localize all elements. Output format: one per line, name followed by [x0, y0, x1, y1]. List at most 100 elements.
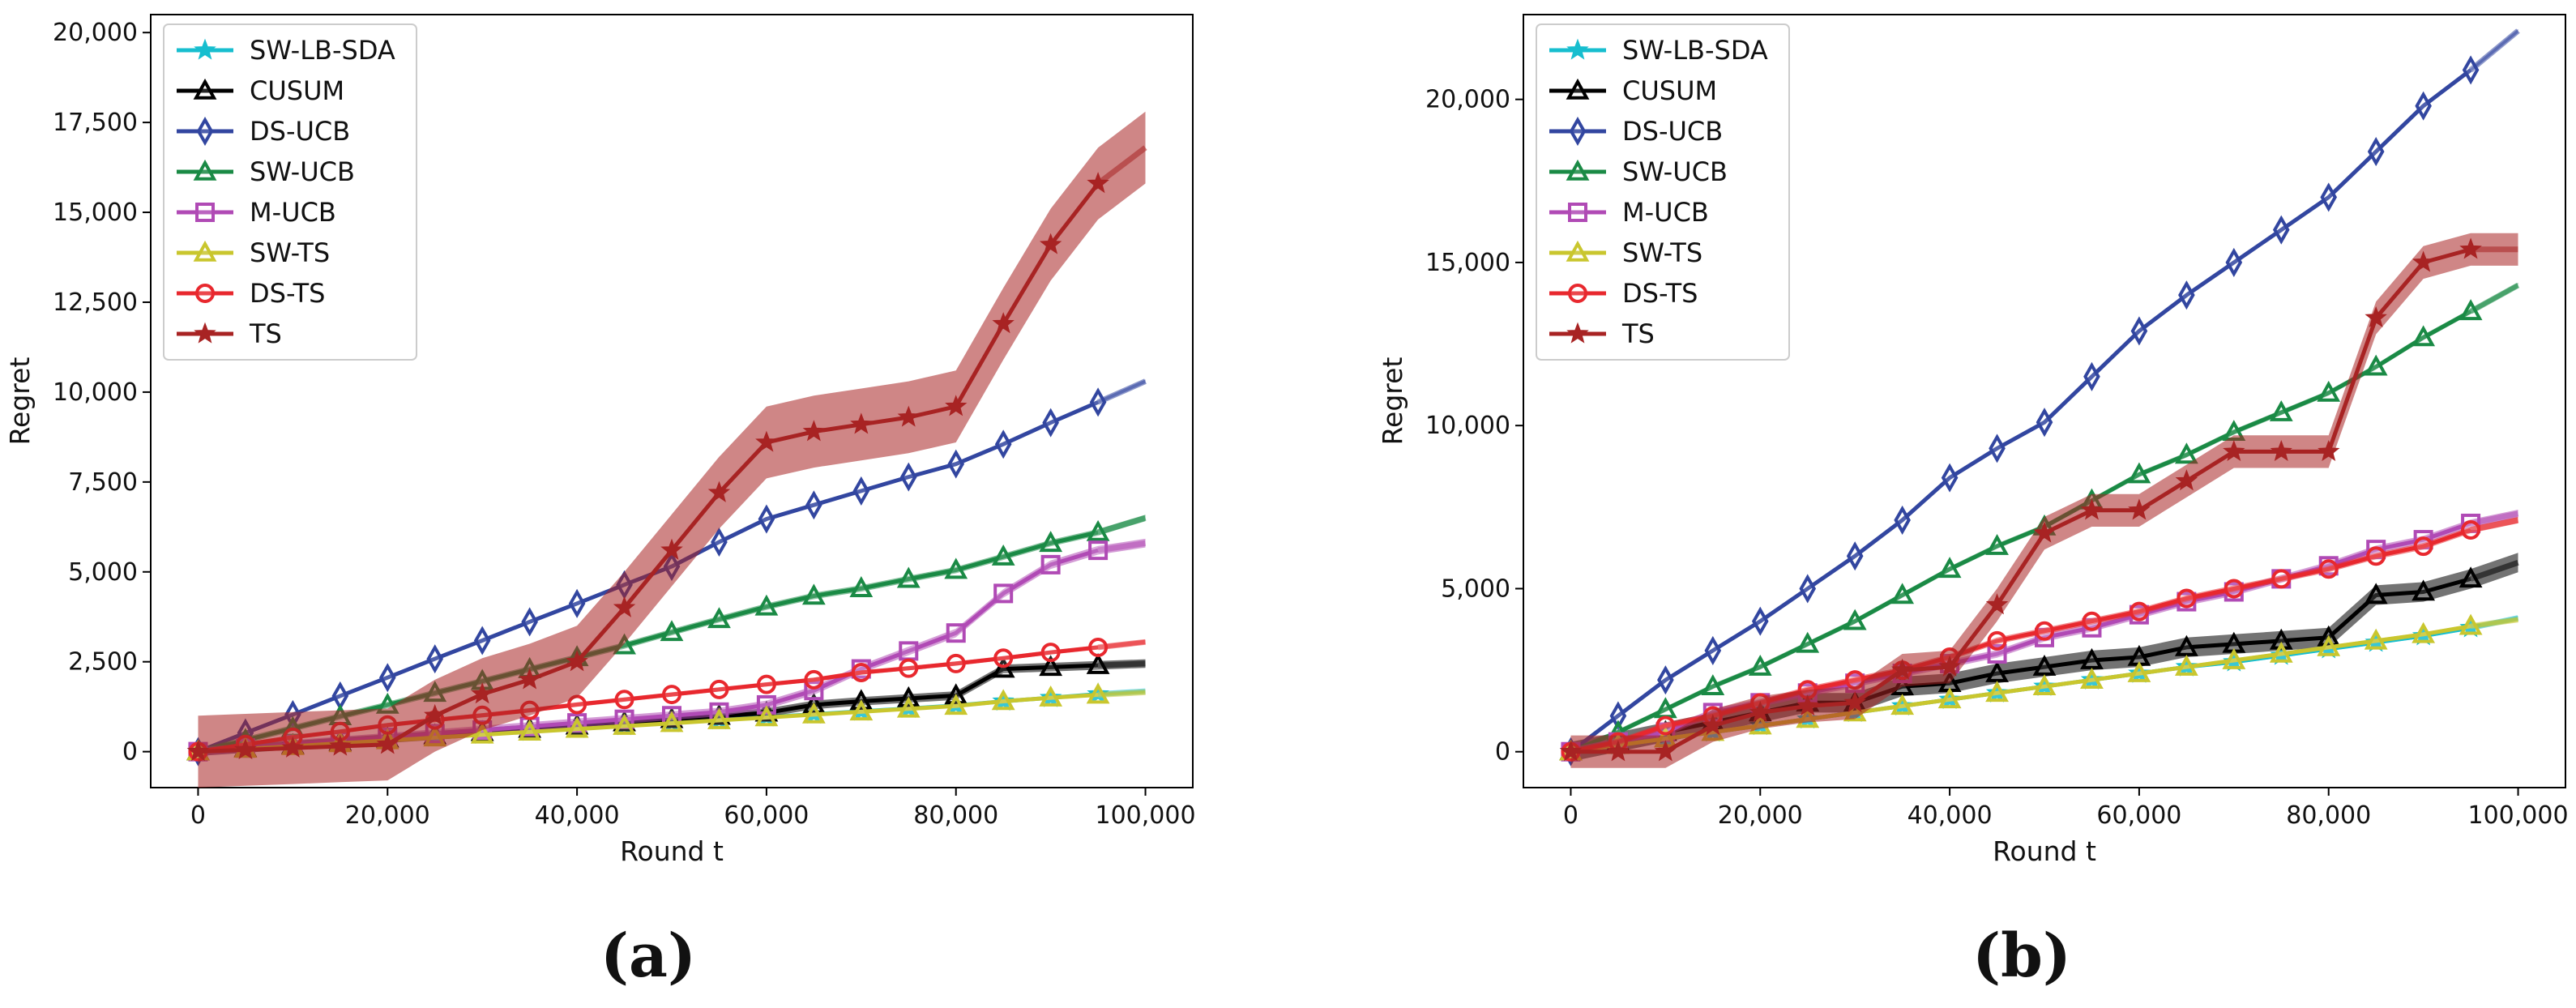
data-point — [946, 623, 966, 643]
plot-area — [1559, 28, 2520, 768]
legend-label: SW-LB-SDA — [250, 35, 395, 66]
data-point — [234, 737, 257, 760]
legend-item: DS-TS — [1549, 278, 1698, 309]
y-axis-label: Regret — [4, 357, 36, 446]
data-point — [2223, 439, 2245, 462]
legend-item: M-UCB — [1549, 197, 1709, 228]
data-point — [707, 607, 731, 629]
legend-label: DS-UCB — [1622, 116, 1723, 147]
x-axis-label: Round t — [1993, 835, 2096, 867]
data-point — [426, 644, 444, 674]
data-point — [2174, 442, 2198, 464]
series-tail — [2468, 28, 2520, 73]
legend-label: SW-UCB — [1622, 156, 1728, 187]
data-point — [944, 557, 968, 579]
data-point — [613, 714, 636, 735]
data-point — [849, 699, 874, 721]
data-point — [707, 707, 731, 729]
data-point — [2178, 280, 2195, 310]
data-point — [2032, 674, 2057, 696]
data-point — [755, 430, 778, 452]
panel-b: 0 20,000 40,000 60,000 80,000 100,000 0 5,000 10… — [1377, 14, 2569, 991]
data-point — [849, 576, 874, 597]
y-axis-ticks: 0 5,000 10,000 15,000 20,000 — [1425, 86, 1523, 767]
data-point — [565, 716, 589, 738]
data-point — [946, 653, 966, 673]
data-point — [1748, 654, 1772, 676]
panel-a: 0 20,000 40,000 60,000 80,000 100,000 0 2,500 5,… — [4, 14, 1196, 991]
data-point — [756, 694, 776, 715]
data-point — [2413, 536, 2433, 557]
y-tick-label: 15,000 — [53, 199, 138, 227]
data-point — [2127, 462, 2151, 484]
data-point — [1086, 682, 1110, 704]
data-point — [2036, 408, 2053, 438]
data-point — [2459, 237, 2482, 259]
data-point — [2459, 566, 2483, 588]
legend-label: DS-TS — [1622, 278, 1698, 309]
data-point — [2365, 305, 2387, 328]
data-point — [1039, 685, 1063, 707]
legend-label: SW-TS — [250, 237, 330, 268]
data-point — [1089, 387, 1107, 417]
legend-label: TS — [249, 318, 282, 349]
data-point — [2080, 498, 2104, 520]
data-point — [1937, 557, 1962, 579]
legend-label: CUSUM — [1622, 75, 1717, 106]
legend-label: SW-LB-SDA — [1622, 35, 1768, 66]
data-point — [1846, 541, 1864, 571]
data-point — [2318, 439, 2340, 462]
data-point — [2415, 91, 2432, 121]
series-tail — [1096, 145, 1147, 186]
legend-marker — [1566, 322, 1589, 344]
data-point — [851, 663, 871, 683]
data-point — [1985, 593, 2009, 615]
legend-item: SW-UCB — [177, 156, 355, 187]
legend-marker — [193, 78, 217, 100]
data-point — [2177, 588, 2197, 609]
data-point — [993, 583, 1014, 604]
series-tail — [1097, 689, 1146, 698]
y-tick-label: 12,500 — [53, 288, 138, 317]
data-point — [281, 736, 305, 758]
y-tick-label: 15,000 — [1425, 249, 1510, 277]
data-point — [2128, 498, 2151, 520]
data-point — [804, 669, 824, 690]
data-point — [2174, 634, 2198, 656]
legend-label: CUSUM — [250, 75, 344, 106]
data-point — [1609, 701, 1627, 731]
y-tick-label: 20,000 — [53, 19, 138, 47]
data-point — [2222, 647, 2246, 669]
data-point — [2224, 579, 2244, 599]
data-point — [2035, 621, 2054, 641]
legend-marker — [1568, 203, 1587, 222]
data-point — [945, 395, 968, 416]
data-point — [756, 674, 776, 694]
data-point — [1751, 606, 1769, 636]
data-point — [711, 527, 728, 557]
data-point — [186, 740, 210, 762]
data-point — [1088, 540, 1109, 561]
data-point — [2080, 647, 2104, 669]
x-axis-label: Round t — [620, 835, 724, 867]
y-tick-label: 2,500 — [68, 648, 138, 677]
data-point — [2269, 399, 2293, 421]
data-point — [2412, 250, 2435, 272]
plot-frame — [150, 14, 1194, 788]
series-line — [198, 182, 1100, 754]
data-point — [376, 733, 399, 754]
data-point — [1086, 653, 1110, 674]
data-point — [1938, 655, 1961, 677]
data-point — [2459, 613, 2483, 635]
y-tick-label: 10,000 — [53, 378, 138, 407]
data-point — [2461, 520, 2481, 540]
data-point — [518, 668, 541, 690]
data-point — [378, 663, 396, 693]
series-tail — [1097, 515, 1147, 536]
data-point — [1989, 434, 2006, 463]
data-point — [2225, 247, 2243, 277]
data-point — [473, 626, 491, 656]
data-point — [899, 462, 917, 492]
data-point — [2270, 439, 2292, 462]
legend-marker — [193, 240, 217, 262]
